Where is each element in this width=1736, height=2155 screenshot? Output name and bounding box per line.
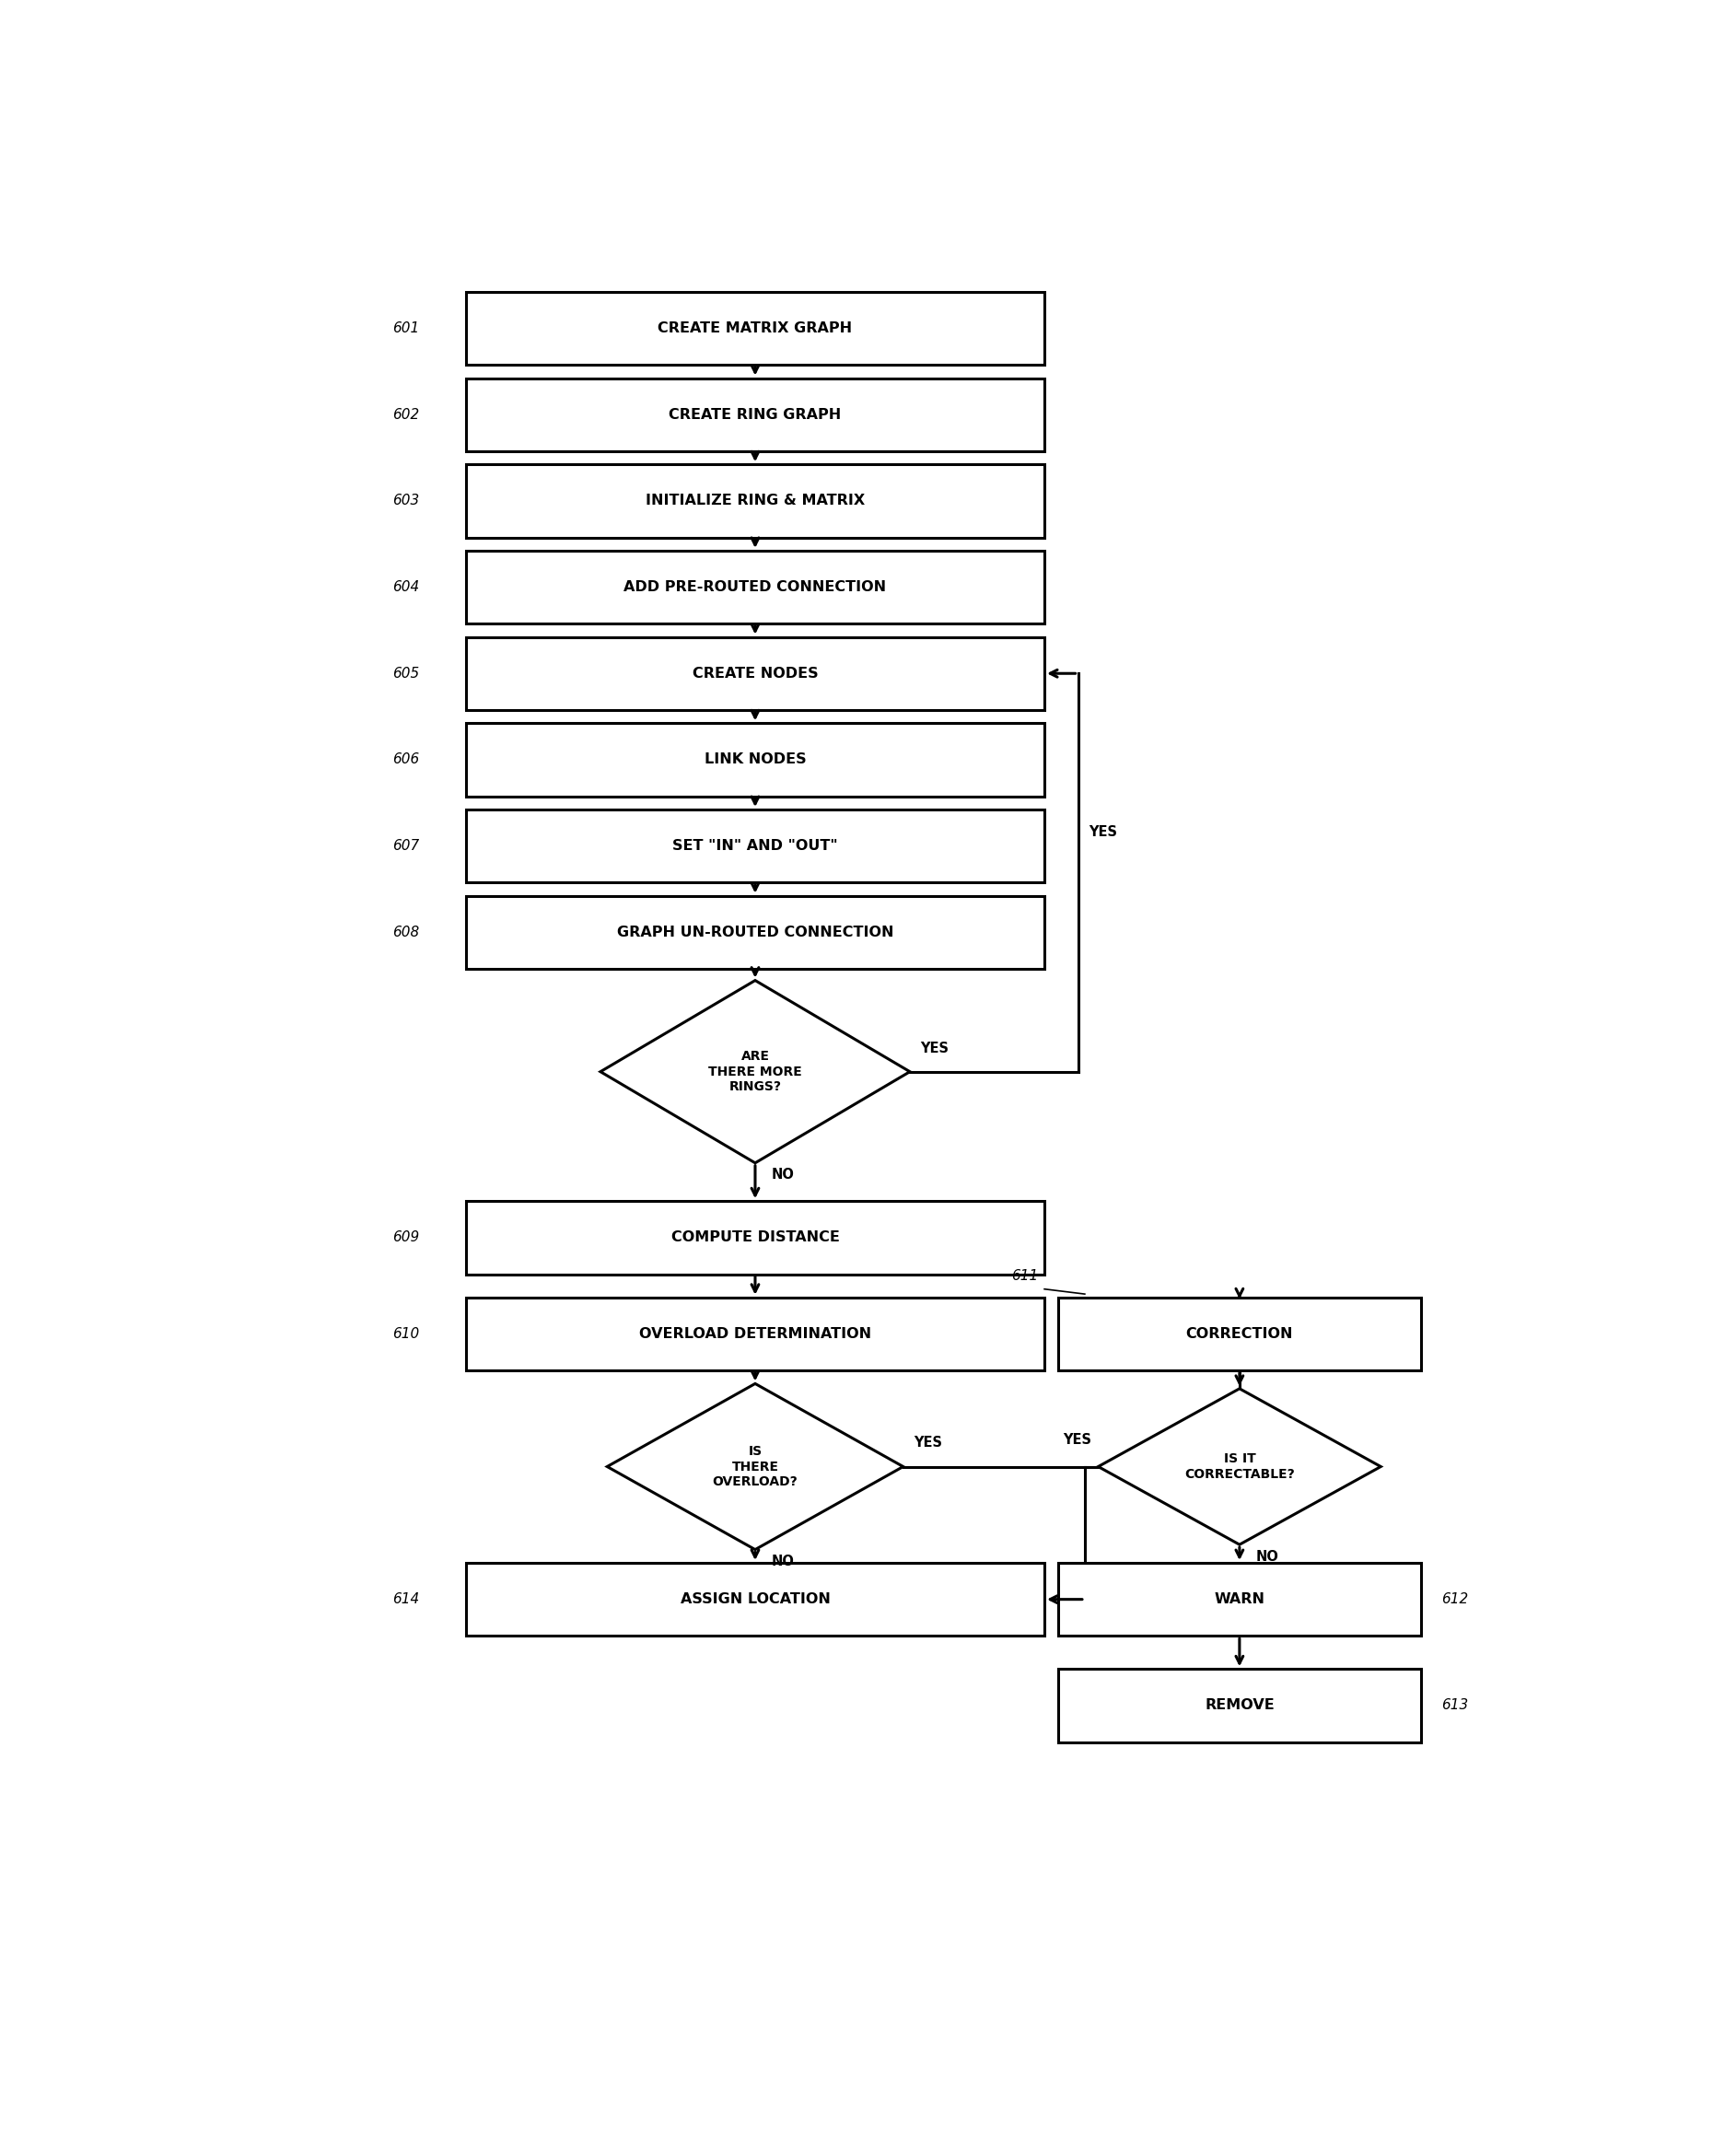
Text: 601: 601 (392, 321, 418, 336)
FancyBboxPatch shape (465, 724, 1045, 795)
Text: YES: YES (920, 1041, 950, 1056)
FancyBboxPatch shape (465, 638, 1045, 709)
FancyBboxPatch shape (465, 463, 1045, 537)
Text: 605: 605 (392, 666, 418, 681)
Text: INITIALIZE RING & MATRIX: INITIALIZE RING & MATRIX (646, 493, 865, 509)
Text: 609: 609 (392, 1231, 418, 1246)
Polygon shape (1099, 1388, 1380, 1545)
Polygon shape (601, 981, 910, 1164)
Text: OVERLOAD DETERMINATION: OVERLOAD DETERMINATION (639, 1327, 871, 1340)
Text: 611: 611 (1010, 1269, 1038, 1282)
Text: 604: 604 (392, 580, 418, 595)
FancyBboxPatch shape (465, 291, 1045, 364)
Text: NO: NO (771, 1168, 793, 1181)
FancyBboxPatch shape (465, 552, 1045, 623)
Text: IS IT
CORRECTABLE?: IS IT CORRECTABLE? (1184, 1452, 1295, 1480)
Text: REMOVE: REMOVE (1205, 1698, 1274, 1713)
FancyBboxPatch shape (465, 810, 1045, 884)
Text: 614: 614 (392, 1593, 418, 1605)
Text: ADD PRE-ROUTED CONNECTION: ADD PRE-ROUTED CONNECTION (623, 580, 887, 595)
Text: 603: 603 (392, 493, 418, 509)
Text: WARN: WARN (1213, 1593, 1266, 1605)
Text: CREATE MATRIX GRAPH: CREATE MATRIX GRAPH (658, 321, 852, 336)
FancyBboxPatch shape (1057, 1562, 1422, 1636)
Text: CREATE NODES: CREATE NODES (693, 666, 818, 681)
Text: ARE
THERE MORE
RINGS?: ARE THERE MORE RINGS? (708, 1049, 802, 1093)
Text: 610: 610 (392, 1327, 418, 1340)
FancyBboxPatch shape (465, 1297, 1045, 1371)
FancyBboxPatch shape (465, 377, 1045, 450)
Text: SET "IN" AND "OUT": SET "IN" AND "OUT" (672, 838, 838, 853)
Text: YES: YES (1062, 1433, 1092, 1446)
Text: NO: NO (1255, 1549, 1278, 1562)
Text: 606: 606 (392, 752, 418, 767)
Polygon shape (608, 1384, 903, 1549)
Text: 608: 608 (392, 924, 418, 940)
Text: CORRECTION: CORRECTION (1186, 1327, 1293, 1340)
FancyBboxPatch shape (465, 896, 1045, 970)
Text: 612: 612 (1441, 1593, 1469, 1605)
Text: YES: YES (913, 1435, 943, 1450)
Text: IS
THERE
OVERLOAD?: IS THERE OVERLOAD? (712, 1446, 799, 1487)
Text: COMPUTE DISTANCE: COMPUTE DISTANCE (670, 1231, 840, 1246)
FancyBboxPatch shape (1057, 1297, 1422, 1371)
FancyBboxPatch shape (1057, 1668, 1422, 1741)
Text: 602: 602 (392, 407, 418, 422)
FancyBboxPatch shape (465, 1562, 1045, 1636)
Text: GRAPH UN-ROUTED CONNECTION: GRAPH UN-ROUTED CONNECTION (616, 924, 894, 940)
Text: LINK NODES: LINK NODES (705, 752, 806, 767)
FancyBboxPatch shape (465, 1200, 1045, 1274)
Text: YES: YES (1088, 825, 1118, 840)
Text: NO: NO (771, 1554, 793, 1569)
Text: 613: 613 (1441, 1698, 1469, 1713)
Text: CREATE RING GRAPH: CREATE RING GRAPH (668, 407, 842, 422)
Text: 607: 607 (392, 838, 418, 853)
Text: ASSIGN LOCATION: ASSIGN LOCATION (681, 1593, 830, 1605)
